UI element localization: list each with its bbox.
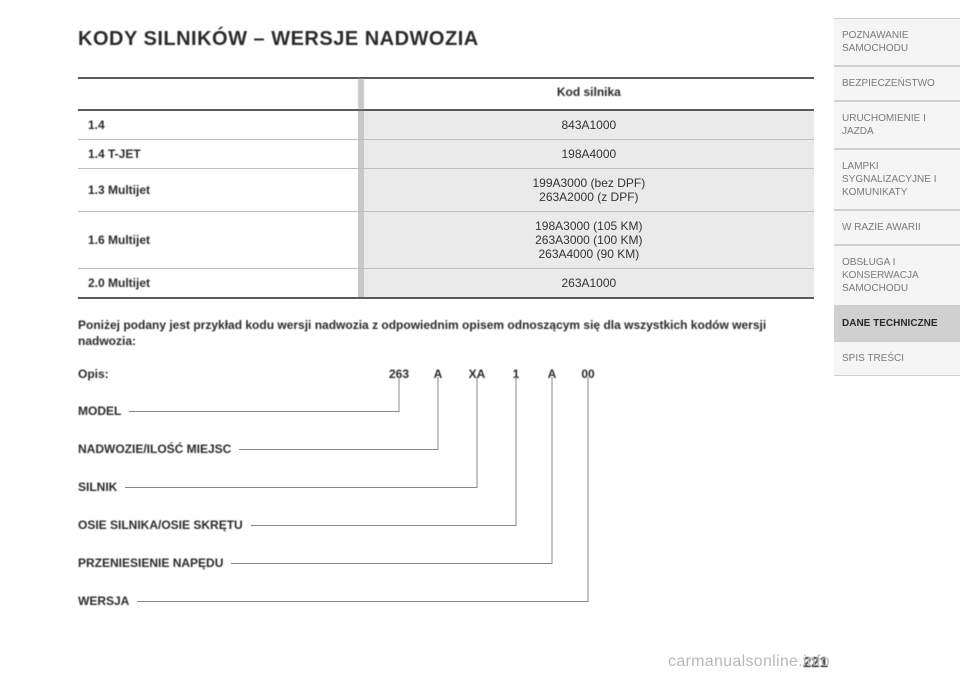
engine-label: 2.0 Multijet [78,269,358,299]
engine-code: 843A1000 [364,110,814,140]
engine-code: 263A1000 [364,269,814,299]
decode-connector-h [137,601,588,602]
table-row: 1.4 T-JET198A4000 [78,140,814,169]
engine-code: 199A3000 (bez DPF)263A2000 (z DPF) [364,169,814,212]
sidebar-tab[interactable]: POZNAWANIE SAMOCHODU [834,18,960,66]
sidebar-tab[interactable]: W RAZIE AWARII [834,210,960,245]
decode-label: Opis: [78,367,378,381]
engine-code: 198A3000 (105 KM)263A3000 (100 KM)263A40… [364,212,814,269]
section-tabs: POZNAWANIE SAMOCHODUBEZPIECZEŃSTWOURUCHO… [834,0,960,677]
decode-row: SILNIK [78,473,477,501]
engine-label: 1.4 T-JET [78,140,358,169]
engine-code: 198A4000 [364,140,814,169]
code-part: 263 [378,367,420,381]
sidebar-tab[interactable]: URUCHOMIENIE I JAZDA [834,101,960,149]
decode-row: OSIE SILNIKA/OSIE SKRĘTU [78,511,516,539]
code-part: 1 [498,367,534,381]
code-part: A [420,367,456,381]
code-part: A [534,367,570,381]
code-part: 00 [570,367,606,381]
page-title: KODY SILNIKÓW – WERSJE NADWOZIA [78,28,814,51]
decode-connector-h [129,411,399,412]
engine-codes-table: Kod silnika 1.4843A10001.4 T-JET198A4000… [78,77,814,299]
decode-connector-h [231,563,552,564]
sidebar-tab[interactable]: DANE TECHNICZNE [834,306,960,341]
decode-row-label: OSIE SILNIKA/OSIE SKRĘTU [78,518,243,532]
decode-row-label: WERSJA [78,594,129,608]
table-row: 1.4843A1000 [78,110,814,140]
decode-row: MODEL [78,397,399,425]
decode-note: Poniżej podany jest przykład kodu wersji… [78,317,814,349]
decode-row-label: SILNIK [78,480,117,494]
decode-row: PRZENIESIENIE NAPĘDU [78,549,552,577]
watermark: carmanualsonline.info [668,653,830,671]
decode-connector-h [239,449,438,450]
decode-row-label: PRZENIESIENIE NAPĘDU [78,556,223,570]
decode-row: NADWOZIE/ILOŚĆ MIEJSC [78,435,438,463]
decode-row-label: NADWOZIE/ILOŚĆ MIEJSC [78,442,231,456]
table-row: 2.0 Multijet263A1000 [78,269,814,299]
table-row: 1.6 Multijet198A3000 (105 KM)263A3000 (1… [78,212,814,269]
sidebar-tab[interactable]: LAMPKI SYGNALIZACYJNE I KOMUNIKATY [834,149,960,210]
sidebar-tab[interactable]: SPIS TREŚCI [834,341,960,376]
decode-connector-h [125,487,477,488]
sidebar-tab[interactable]: OBSŁUGA I KONSERWACJA SAMOCHODU [834,245,960,306]
table-header: Kod silnika [364,78,814,110]
engine-label: 1.4 [78,110,358,140]
table-row: 1.3 Multijet199A3000 (bez DPF)263A2000 (… [78,169,814,212]
version-decode-block: Opis: 263AXA1A00 MODELNADWOZIE/ILOŚĆ MIE… [78,363,814,615]
decode-row-label: MODEL [78,404,121,418]
engine-label: 1.3 Multijet [78,169,358,212]
sidebar-tab[interactable]: BEZPIECZEŃSTWO [834,66,960,101]
decode-connector-h [251,525,516,526]
decode-row: WERSJA [78,587,588,615]
code-part: XA [456,367,498,381]
engine-label: 1.6 Multijet [78,212,358,269]
